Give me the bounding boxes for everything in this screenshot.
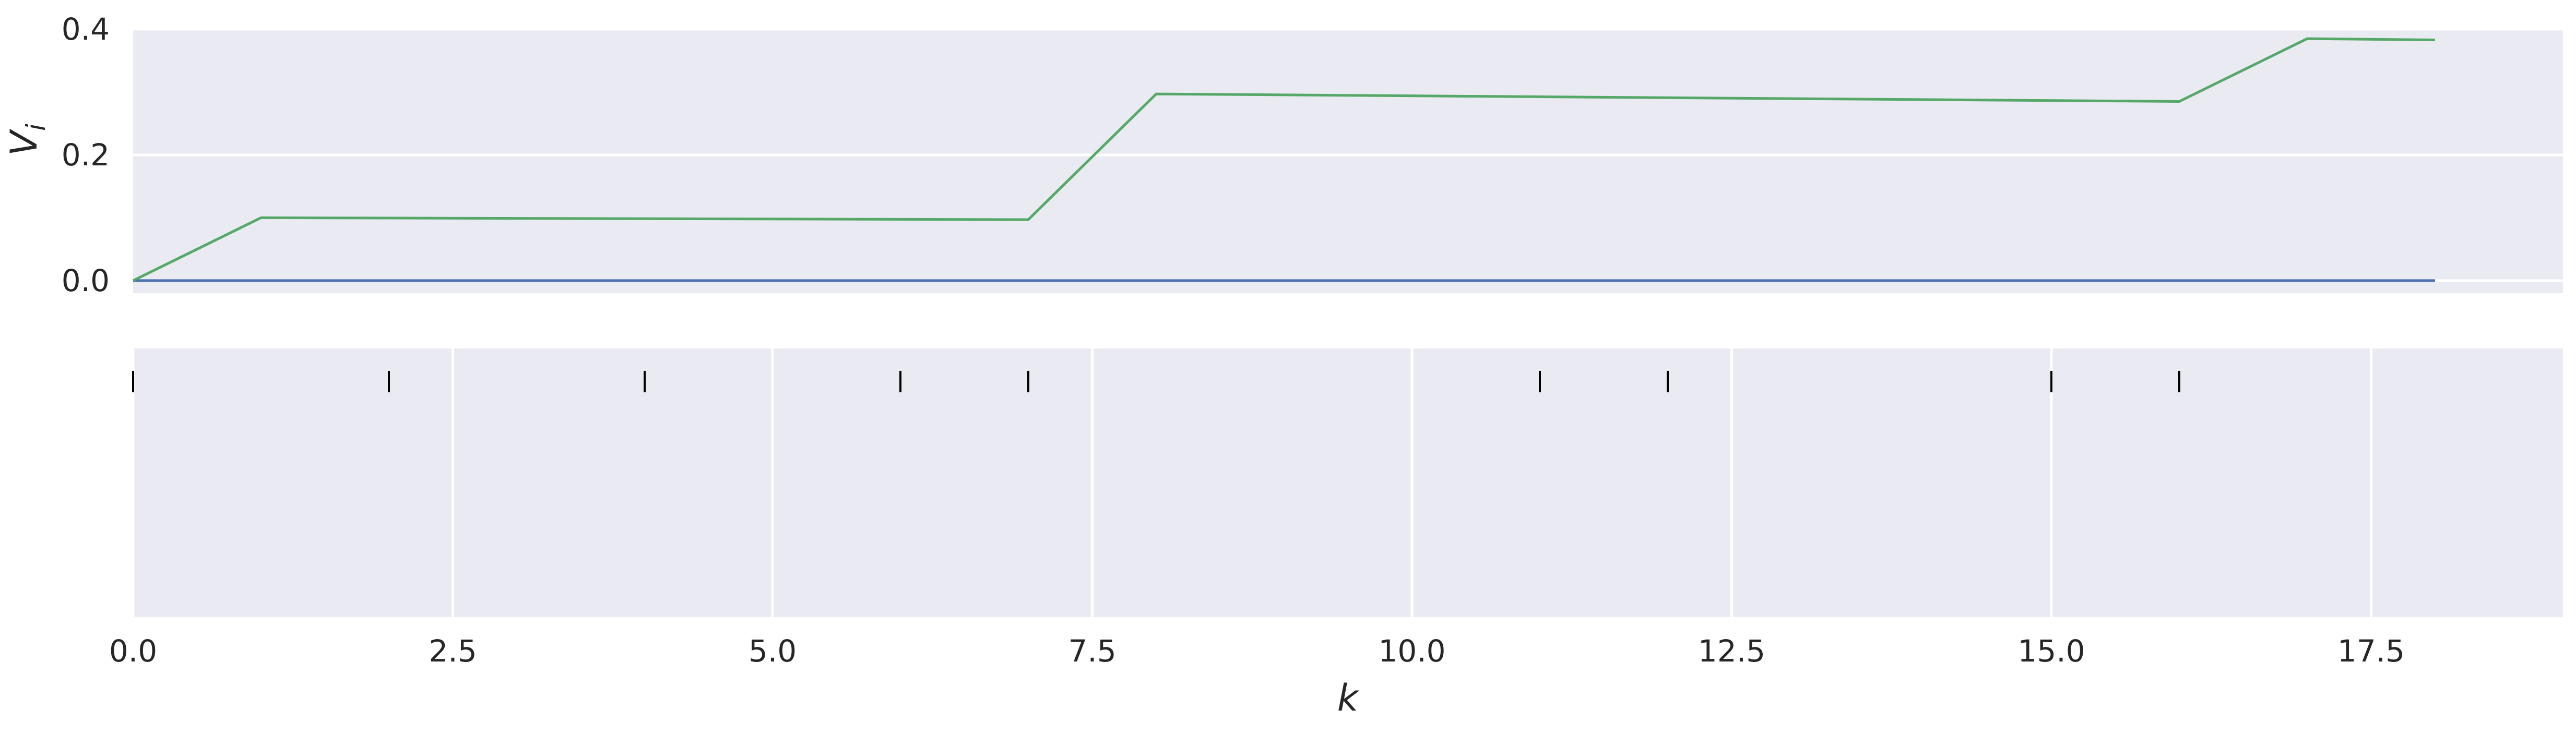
- series-line-2: [132, 37, 2436, 282]
- y-axis-label: Vi: [3, 124, 51, 156]
- x-tick-label: 15.0: [2017, 633, 2085, 669]
- x-tick-label: 17.5: [2337, 633, 2405, 669]
- y-tick-label: 0.4: [62, 11, 110, 47]
- x-tick-label: 12.5: [1698, 633, 1765, 669]
- x-axis-label: k: [1337, 677, 1360, 719]
- bottom-plot-background: [133, 348, 2563, 617]
- y-tick-label: 0.2: [62, 137, 110, 173]
- bottom-gridlines: [132, 348, 2372, 617]
- x-tick-label: 2.5: [429, 633, 477, 669]
- x-tick-label: 7.5: [1068, 633, 1116, 669]
- top-panel: 0.0 0.2 0.4 Vi: [3, 11, 2563, 298]
- top-y-tick-labels: 0.0 0.2 0.4: [62, 11, 110, 298]
- y-tick-label: 0.0: [62, 263, 110, 298]
- x-tick-label: 5.0: [749, 633, 797, 669]
- top-plot-background: [133, 29, 2563, 293]
- x-tick-label: 0.0: [109, 633, 157, 669]
- bottom-panel: 0.0 2.5 5.0 7.5 10.0 12.5 15.0 17.5 k: [109, 348, 2563, 719]
- bottom-tick-marks: [132, 371, 2180, 392]
- bottom-x-tick-labels: 0.0 2.5 5.0 7.5 10.0 12.5 15.0 17.5: [109, 633, 2405, 669]
- x-tick-label: 10.0: [1378, 633, 1445, 669]
- top-series-group: [132, 37, 2436, 282]
